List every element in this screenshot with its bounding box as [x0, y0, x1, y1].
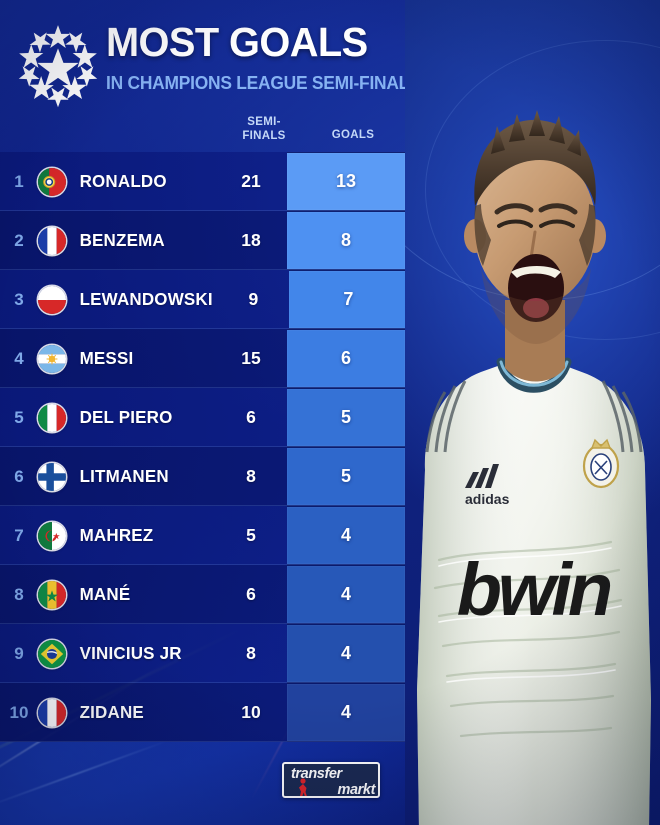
table-row[interactable]: 1 RONALDO 21 13 — [0, 152, 405, 211]
row-player-name: ZIDANE — [79, 702, 144, 722]
row-goals-bar: 4 — [287, 565, 405, 624]
row-player-name: MANÉ — [79, 584, 131, 604]
column-headers: SEMI- FINALS GOALS — [0, 112, 420, 152]
flag-senegal-icon — [38, 580, 66, 609]
flag-poland-icon — [38, 285, 66, 314]
table-row[interactable]: 3 LEWANDOWSKI 9 7 — [0, 270, 408, 329]
row-rank: 3 — [14, 289, 24, 309]
row-goals-value: 4 — [340, 525, 351, 545]
row-rank: 9 — [14, 643, 24, 663]
row-player-name: MESSI — [79, 348, 134, 368]
row-goals-value: 8 — [340, 230, 351, 250]
row-goals-bar: 8 — [287, 211, 405, 270]
row-rank: 7 — [14, 525, 24, 545]
row-goals-value: 7 — [343, 289, 354, 309]
table-row[interactable]: 6 LITMANEN 8 5 — [0, 447, 405, 506]
row-goals-bar: 4 — [287, 506, 405, 565]
player-photo: bwin adidas — [405, 0, 660, 825]
row-goals-value: 4 — [340, 643, 351, 663]
table-row[interactable]: 9 VINICIUS JR 8 4 — [0, 624, 405, 683]
flag-france-icon — [38, 226, 66, 255]
transfermarkt-logo[interactable]: transfer markt — [282, 762, 380, 798]
row-player-name: BENZEMA — [79, 230, 165, 250]
row-semi-finals-value: 15 — [241, 348, 261, 368]
row-rank: 2 — [14, 230, 24, 250]
table-row[interactable]: 10 ZIDANE 10 4 — [0, 683, 405, 742]
table-row[interactable]: 2 BENZEMA 18 8 — [0, 211, 405, 270]
table-row[interactable]: 8 MANÉ 6 4 — [0, 565, 405, 624]
ranking-table: 1 RONALDO 21 13 2 BENZEMA 18 8 3 LEWANDOWSKI 9 7 4 ME… — [0, 152, 408, 742]
row-rank: 8 — [14, 584, 24, 604]
table-row[interactable]: 7 MAHREZ 5 4 — [0, 506, 405, 565]
row-goals-value: 4 — [340, 584, 351, 604]
row-semi-finals-value: 18 — [241, 230, 261, 250]
row-goals-value: 5 — [340, 407, 351, 427]
row-semi-finals-value: 9 — [248, 289, 259, 309]
row-goals-value: 13 — [335, 171, 357, 191]
row-player-name: DEL PIERO — [79, 407, 173, 427]
row-goals-bar: 5 — [287, 447, 405, 506]
table-row[interactable]: 5 DEL PIERO 6 5 — [0, 388, 405, 447]
row-goals-bar: 7 — [289, 270, 408, 329]
flag-portugal-icon — [38, 167, 66, 196]
flag-brazil-icon — [38, 639, 66, 668]
row-player-name: VINICIUS JR — [79, 643, 182, 663]
column-header-semi-finals-line2: FINALS — [242, 129, 286, 142]
uefa-champions-league-starball-icon — [14, 22, 102, 110]
transfermarkt-player-figure-icon — [299, 778, 307, 796]
flag-algeria-icon — [38, 521, 66, 550]
row-semi-finals-value: 6 — [246, 584, 256, 604]
row-goals-bar: 4 — [287, 624, 405, 683]
row-player-name: MAHREZ — [79, 525, 154, 545]
row-rank: 1 — [14, 171, 24, 191]
row-goals-bar: 5 — [287, 388, 405, 447]
row-semi-finals-value: 5 — [246, 525, 256, 545]
column-header-semi-finals: SEMI- FINALS — [224, 116, 304, 143]
row-semi-finals-value: 8 — [246, 643, 256, 663]
row-goals-bar: 6 — [287, 329, 405, 388]
row-rank: 5 — [14, 407, 24, 427]
flag-france-icon — [38, 698, 66, 727]
table-row[interactable]: 4 MESSI 15 6 — [0, 329, 405, 388]
row-semi-finals-value: 21 — [241, 171, 261, 191]
svg-text:adidas: adidas — [465, 491, 510, 507]
row-player-name: LEWANDOWSKI — [79, 289, 213, 309]
svg-text:bwin: bwin — [457, 548, 611, 631]
row-rank: 10 — [9, 702, 29, 722]
column-header-semi-finals-line1: SEMI- — [247, 116, 281, 128]
row-rank: 6 — [14, 466, 24, 486]
row-goals-value: 6 — [340, 348, 351, 368]
row-goals-value: 4 — [340, 702, 351, 722]
row-semi-finals-value: 6 — [246, 407, 256, 427]
row-goals-value: 5 — [340, 466, 351, 486]
flag-finland-icon — [38, 462, 66, 491]
flag-italy-icon — [38, 403, 66, 432]
row-goals-bar: 4 — [287, 683, 405, 742]
row-semi-finals-value: 8 — [246, 466, 256, 486]
row-rank: 4 — [14, 348, 24, 368]
row-player-name: LITMANEN — [79, 466, 169, 486]
row-semi-finals-value: 10 — [241, 702, 261, 722]
flag-argentina-icon — [38, 344, 66, 373]
row-player-name: RONALDO — [79, 171, 167, 191]
column-header-goals: GOALS — [331, 129, 375, 141]
row-goals-bar: 13 — [287, 152, 405, 211]
